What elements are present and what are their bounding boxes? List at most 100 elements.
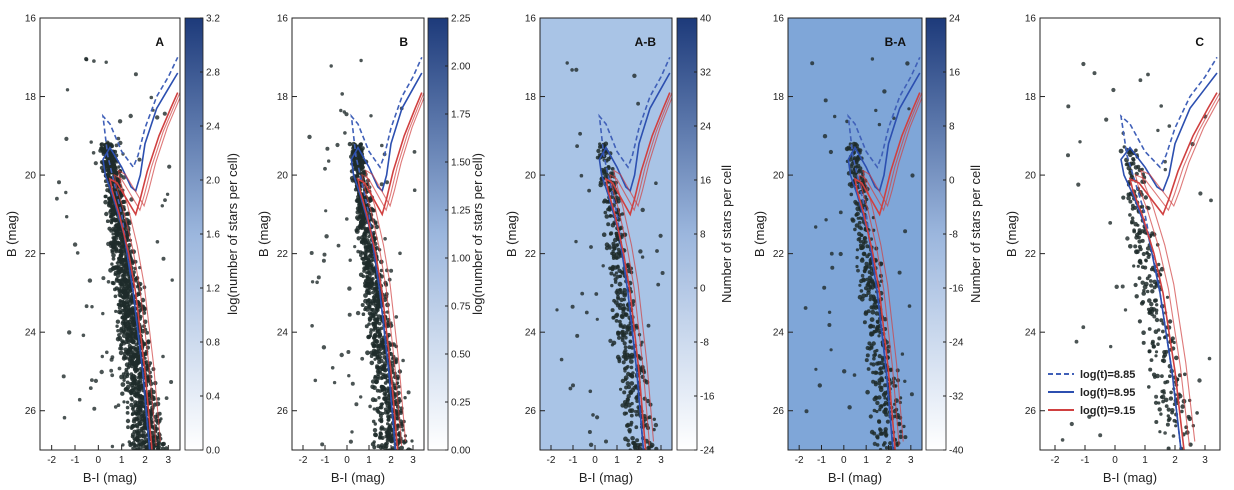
star-point (340, 92, 345, 96)
star-point (1148, 279, 1153, 283)
star-point (903, 453, 908, 458)
star-point (127, 440, 131, 444)
star-point (141, 413, 146, 417)
star-point (613, 277, 618, 282)
star-point (882, 89, 887, 94)
star-point (156, 397, 161, 401)
legend-entry: log(t)=9.15 (1080, 405, 1135, 417)
star-point (120, 382, 126, 387)
star-point (865, 244, 870, 249)
star-point (829, 348, 833, 352)
star-point (1150, 231, 1155, 236)
star-point (1147, 385, 1151, 389)
star-point (310, 324, 314, 328)
star-point (616, 243, 620, 247)
star-point (604, 242, 610, 247)
star-point (347, 374, 351, 378)
colorbar-tick-label: -8 (949, 230, 958, 241)
star-point (373, 433, 378, 438)
colorbar (427, 17, 449, 451)
star-point (864, 358, 869, 363)
star-point (335, 142, 340, 148)
isochrone-line (1128, 92, 1218, 450)
star-point (131, 441, 136, 445)
star-point (400, 422, 404, 427)
star-point (90, 305, 94, 309)
x-tick-label: -1 (569, 455, 578, 466)
star-point (134, 423, 140, 428)
star-point (1136, 164, 1141, 169)
star-point (1081, 61, 1086, 67)
star-point (868, 414, 873, 419)
x-tick-label: 3 (658, 455, 664, 466)
star-point (127, 219, 131, 223)
colorbar-tick-label: -16 (949, 284, 964, 295)
star-point (77, 397, 82, 402)
star-point (129, 372, 134, 377)
y-tick-label: 22 (277, 249, 289, 260)
isochrone-line (108, 92, 179, 450)
star-point (891, 380, 896, 385)
y-tick-label: 18 (773, 92, 785, 103)
plot-frame (39, 17, 181, 451)
isochrone-line (847, 72, 921, 450)
star-point (652, 417, 656, 421)
star-point (883, 407, 888, 412)
star-point (847, 405, 852, 410)
star-point (597, 153, 602, 157)
star-point (122, 400, 126, 404)
x-tick-label: 1 (119, 455, 125, 466)
star-point (1087, 414, 1092, 419)
star-point (136, 392, 140, 397)
star-point (634, 409, 638, 414)
star-point (866, 282, 871, 287)
star-point (619, 297, 624, 303)
star-point (355, 215, 360, 220)
panel-letter: C (1195, 35, 1204, 49)
star-point (1114, 284, 1119, 289)
star-point (1130, 221, 1134, 225)
star-point (903, 229, 908, 234)
star-point (1124, 162, 1129, 167)
star-point (366, 240, 371, 245)
star-point (880, 404, 884, 408)
colorbar-label: Number of stars per cell (719, 165, 734, 303)
star-point (363, 298, 368, 304)
star-point (857, 231, 862, 237)
star-point (606, 157, 611, 162)
star-point (623, 436, 628, 442)
star-point (93, 161, 98, 166)
star-point (814, 225, 818, 229)
star-point (162, 111, 167, 116)
star-point (628, 340, 632, 344)
star-point (869, 362, 873, 366)
colorbar-tick-label: 1.25 (451, 206, 471, 217)
star-point (861, 293, 866, 299)
star-point (620, 338, 625, 343)
star-point (121, 356, 127, 361)
star-point (1141, 330, 1146, 336)
star-point (371, 301, 376, 306)
star-point (394, 450, 398, 454)
star-point (321, 258, 326, 263)
star-point (1161, 399, 1165, 404)
star-point (1167, 319, 1173, 324)
star-point (852, 173, 858, 178)
star-point (1146, 72, 1150, 77)
star-point (124, 370, 129, 376)
star-point (616, 296, 620, 301)
star-point (909, 392, 914, 397)
star-point (115, 336, 121, 342)
star-point (112, 157, 117, 162)
star-point (367, 298, 371, 302)
star-point (870, 279, 874, 284)
legend-entry: log(t)=8.95 (1080, 387, 1135, 399)
star-point (1149, 358, 1154, 362)
star-point (128, 313, 134, 318)
star-point (127, 343, 132, 349)
star-point (378, 431, 383, 437)
star-point (587, 430, 592, 434)
star-point (602, 171, 606, 176)
star-point (381, 372, 385, 376)
